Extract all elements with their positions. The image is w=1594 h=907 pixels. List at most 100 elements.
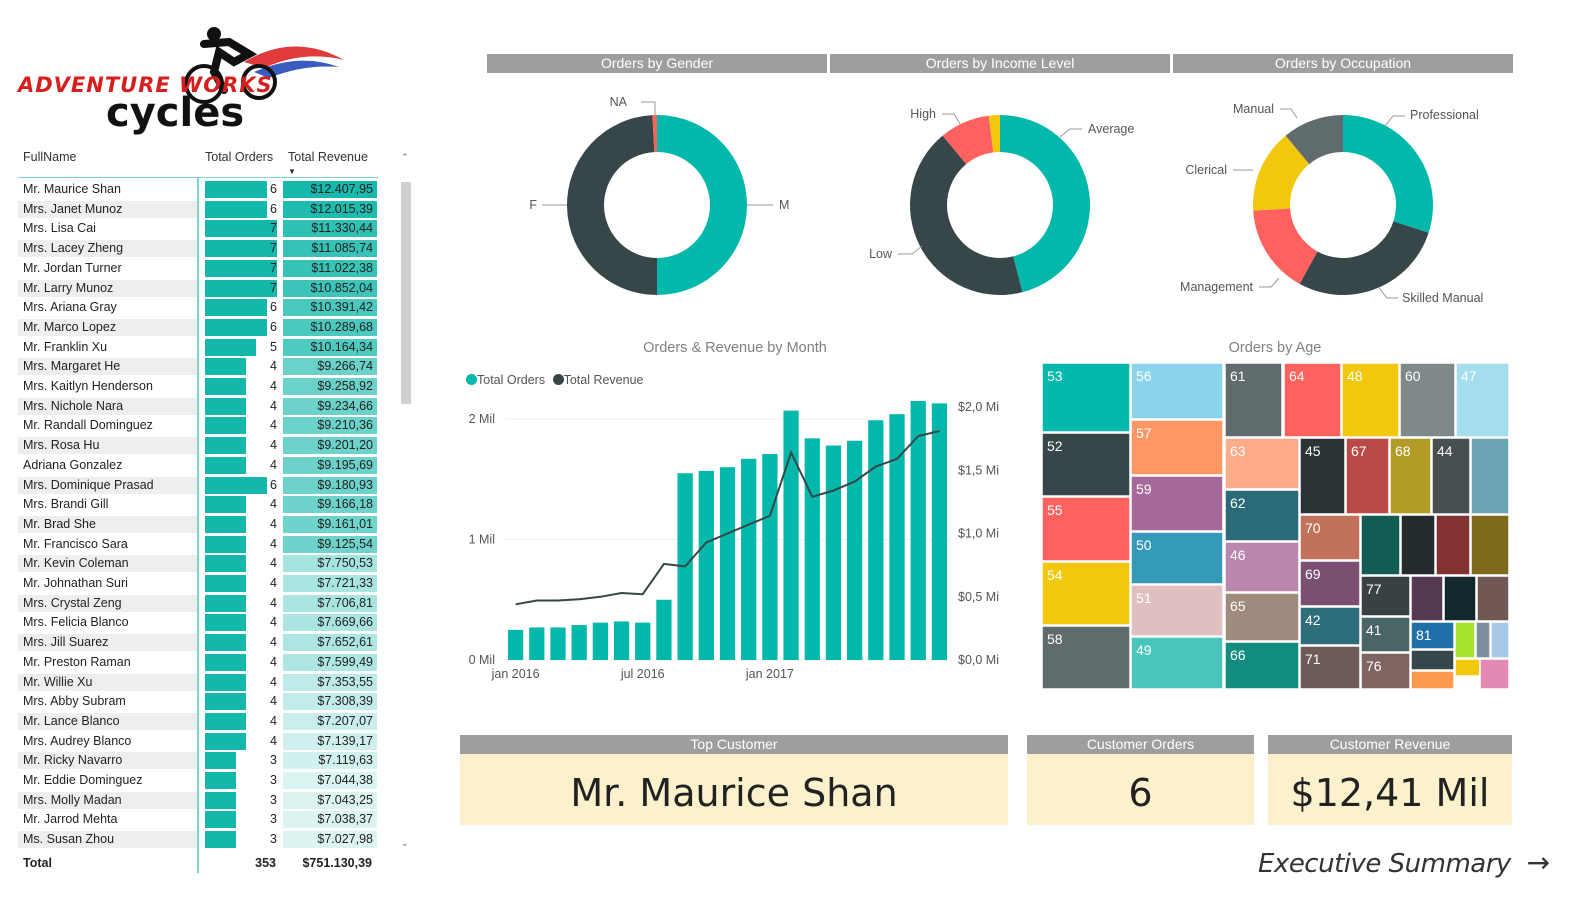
table-row[interactable]: Ms. Susan Zhou 3 $7.027,98 bbox=[18, 830, 378, 849]
table-row[interactable]: Mrs. Dominique Prasad 6 $9.180,93 bbox=[18, 476, 378, 495]
table-row[interactable]: Mrs. Margaret He 4 $9.266,74 bbox=[18, 357, 378, 376]
treemap-tile[interactable]: 66 bbox=[1224, 641, 1300, 689]
donut-slice[interactable] bbox=[657, 115, 747, 295]
table-row[interactable]: Mr. Francisco Sara 4 $9.125,54 bbox=[18, 535, 378, 554]
bar-total-orders[interactable] bbox=[635, 622, 651, 660]
bar-total-orders[interactable] bbox=[783, 410, 799, 660]
bar-total-orders[interactable] bbox=[550, 627, 566, 660]
treemap-tile[interactable] bbox=[1410, 575, 1444, 622]
table-row[interactable]: Mr. Willie Xu 4 $7.353,55 bbox=[18, 673, 378, 692]
treemap-tile[interactable] bbox=[1410, 649, 1455, 671]
bar-total-orders[interactable] bbox=[804, 438, 820, 660]
donut-slice[interactable] bbox=[1000, 115, 1091, 293]
treemap-tile[interactable]: 47 bbox=[1455, 363, 1509, 438]
treemap-tile[interactable]: 60 bbox=[1399, 363, 1456, 438]
bar-total-orders[interactable] bbox=[507, 629, 524, 660]
column-header-total-revenue[interactable]: Total Revenue bbox=[288, 150, 368, 164]
donut-slice[interactable] bbox=[1253, 208, 1318, 284]
treemap-tile[interactable]: 61 bbox=[1224, 363, 1283, 438]
donut-gender[interactable]: NA F M bbox=[487, 80, 827, 320]
treemap-tile[interactable] bbox=[1454, 658, 1481, 677]
column-header-fullname[interactable]: FullName bbox=[23, 150, 77, 164]
line-total-revenue[interactable] bbox=[515, 430, 940, 606]
table-row[interactable]: Mr. Larry Munoz 7 $10.852,04 bbox=[18, 279, 378, 298]
donut-slice[interactable] bbox=[652, 115, 657, 153]
donut-slice[interactable] bbox=[988, 115, 1000, 153]
treemap-tile[interactable]: 65 bbox=[1224, 592, 1300, 642]
treemap-tile[interactable]: 69 bbox=[1299, 560, 1361, 607]
bar-total-orders[interactable] bbox=[698, 470, 714, 660]
table-row[interactable]: Mrs. Felicia Blanco 4 $7.669,66 bbox=[18, 613, 378, 632]
executive-summary-link[interactable]: Executive Summary → bbox=[1258, 846, 1550, 879]
treemap-tile[interactable] bbox=[1476, 575, 1509, 622]
table-scrollbar[interactable]: ⌃ ⌄ bbox=[400, 150, 412, 855]
table-row[interactable]: Mr. Kevin Coleman 4 $7.750,53 bbox=[18, 554, 378, 573]
table-row[interactable]: Mrs. Rosa Hu 4 $9.201,20 bbox=[18, 436, 378, 455]
bar-total-orders[interactable] bbox=[719, 467, 736, 660]
table-row[interactable]: Mrs. Lacey Zheng 7 $11.085,74 bbox=[18, 239, 378, 258]
treemap-tile[interactable]: 62 bbox=[1224, 489, 1300, 542]
treemap-tile[interactable] bbox=[1479, 658, 1509, 689]
column-header-total-orders[interactable]: Total Orders bbox=[205, 150, 274, 164]
bar-total-orders[interactable] bbox=[613, 621, 630, 660]
table-row[interactable]: Mr. Eddie Dominguez 3 $7.044,38 bbox=[18, 771, 378, 790]
table-row[interactable]: Mrs. Kaitlyn Henderson 4 $9.258,92 bbox=[18, 377, 378, 396]
treemap-tile[interactable]: 57 bbox=[1130, 419, 1224, 476]
treemap-tile[interactable] bbox=[1360, 514, 1401, 576]
combo-chart-orders-revenue[interactable]: 0 Mil 1 Mil 2 Mil $0,0 Mi $0,5 Mi $1,0 Mi $1,5… bbox=[460, 395, 1020, 695]
bar-total-orders[interactable] bbox=[762, 453, 778, 660]
scroll-down-icon[interactable]: ⌄ bbox=[401, 838, 409, 848]
table-row[interactable]: Mr. Ricky Navarro 3 $7.119,63 bbox=[18, 751, 378, 770]
table-row[interactable]: Mr. Marco Lopez 6 $10.289,68 bbox=[18, 318, 378, 337]
treemap-tile[interactable]: 51 bbox=[1130, 584, 1224, 637]
table-row[interactable]: Mrs. Audrey Blanco 4 $7.139,17 bbox=[18, 732, 378, 751]
treemap-tile[interactable]: 55 bbox=[1042, 496, 1131, 562]
treemap-tile[interactable]: 81 bbox=[1410, 621, 1455, 650]
table-row[interactable]: Mr. Lance Blanco 4 $7.207,07 bbox=[18, 712, 378, 731]
donut-income[interactable]: Average High Low bbox=[830, 80, 1170, 320]
treemap-tile[interactable] bbox=[1435, 514, 1471, 576]
table-row[interactable]: Adriana Gonzalez 4 $9.195,69 bbox=[18, 456, 378, 475]
donut-slice[interactable] bbox=[1299, 221, 1429, 295]
donut-slice[interactable] bbox=[567, 115, 657, 295]
bar-total-orders[interactable] bbox=[656, 599, 672, 660]
treemap-tile[interactable]: 44 bbox=[1431, 437, 1471, 515]
treemap-tile[interactable]: 71 bbox=[1299, 645, 1361, 689]
table-row[interactable]: Mrs. Abby Subram 4 $7.308,39 bbox=[18, 692, 378, 711]
donut-slice[interactable] bbox=[1253, 135, 1310, 211]
treemap-tile[interactable]: 46 bbox=[1224, 541, 1300, 593]
treemap-tile[interactable] bbox=[1443, 575, 1477, 622]
table-row[interactable]: Mr. Preston Raman 4 $7.599,49 bbox=[18, 653, 378, 672]
bar-total-orders[interactable] bbox=[868, 420, 884, 660]
table-row[interactable]: Mrs. Nichole Nara 4 $9.234,66 bbox=[18, 397, 378, 416]
table-row[interactable]: Mrs. Lisa Cai 7 $11.330,44 bbox=[18, 219, 378, 238]
treemap-tile[interactable]: 42 bbox=[1299, 606, 1361, 646]
table-row[interactable]: Mr. Jordan Turner 7 $11.022,38 bbox=[18, 259, 378, 278]
table-row[interactable]: Mr. Johnathan Suri 4 $7.721,33 bbox=[18, 574, 378, 593]
table-row[interactable]: Mrs. Brandi Gill 4 $9.166,18 bbox=[18, 495, 378, 514]
treemap-orders-by-age[interactable]: 53 56 61 64 48 60 47 52 57 63 45 67 68 44 55 59 62 70 54 50… bbox=[1042, 363, 1509, 689]
arrow-right-icon[interactable]: → bbox=[1526, 846, 1550, 879]
treemap-tile[interactable]: 52 bbox=[1042, 432, 1131, 497]
table-row[interactable]: Mr. Franklin Xu 5 $10.164,34 bbox=[18, 338, 378, 357]
treemap-tile[interactable]: 58 bbox=[1042, 625, 1131, 689]
table-row[interactable]: Mr. Jarrod Mehta 3 $7.038,37 bbox=[18, 810, 378, 829]
donut-occupation[interactable]: Professional Manual Clerical Management Skil… bbox=[1173, 80, 1513, 320]
treemap-tile[interactable]: 77 bbox=[1360, 575, 1411, 617]
treemap-tile[interactable] bbox=[1410, 670, 1455, 689]
bar-total-orders[interactable] bbox=[529, 627, 545, 660]
executive-summary-label[interactable]: Executive Summary bbox=[1258, 849, 1511, 879]
treemap-tile[interactable]: 48 bbox=[1341, 363, 1400, 438]
bar-total-orders[interactable] bbox=[847, 440, 863, 660]
table-row[interactable]: Mrs. Crystal Zeng 4 $7.706,81 bbox=[18, 594, 378, 613]
bar-total-orders[interactable] bbox=[931, 403, 948, 660]
chart-legend[interactable]: Total Orders Total Revenue bbox=[466, 373, 644, 387]
table-row[interactable]: Mrs. Ariana Gray 6 $10.391,42 bbox=[18, 298, 378, 317]
treemap-tile[interactable] bbox=[1475, 621, 1491, 659]
treemap-tile[interactable]: 53 bbox=[1042, 363, 1131, 433]
donut-slice[interactable] bbox=[910, 135, 1023, 295]
treemap-tile[interactable]: 68 bbox=[1389, 437, 1432, 515]
treemap-tile[interactable]: 63 bbox=[1224, 437, 1300, 490]
bar-total-orders[interactable] bbox=[889, 414, 905, 660]
table-row[interactable]: Mrs. Janet Munoz 6 $12.015,39 bbox=[18, 200, 378, 219]
